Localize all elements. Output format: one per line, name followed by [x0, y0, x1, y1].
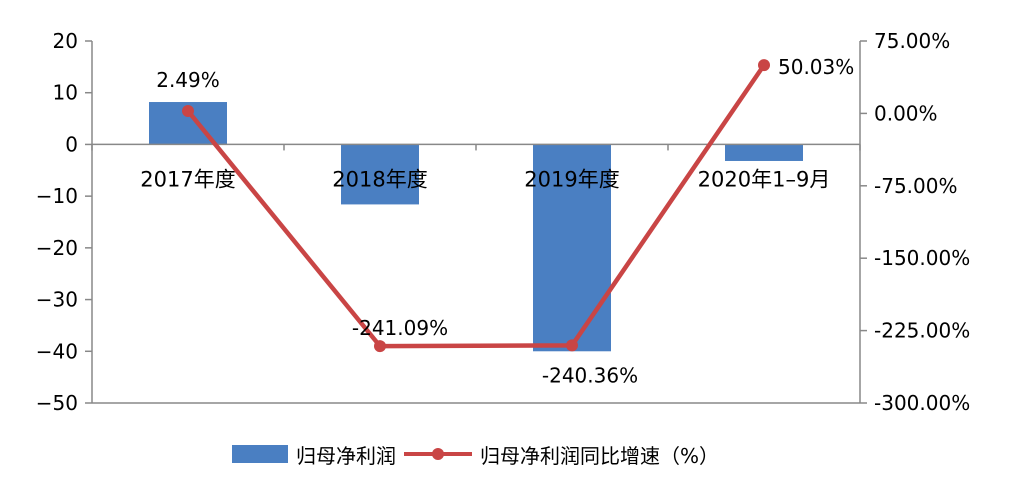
left-tick-label: −50 [36, 391, 78, 415]
line-data-labels: 2.49% -241.09% -240.36% 50.03% [156, 55, 854, 387]
growth-line [186, 63, 766, 349]
left-tick-label: −30 [36, 288, 78, 312]
category-label: 2017年度 [140, 167, 235, 191]
left-axis-ticks: 20 10 0 −10 −20 −30 −40 −50 [36, 29, 92, 415]
right-tick-label: -300.00% [874, 391, 970, 415]
category-label: 2020年1–9月 [698, 167, 831, 191]
line-data-label: -240.36% [542, 363, 638, 387]
bar [725, 144, 803, 161]
line-point [566, 339, 578, 352]
right-tick-label: -225.00% [874, 319, 970, 343]
right-tick-label: 75.00% [874, 29, 950, 53]
bar-series [149, 102, 803, 352]
left-tick-label: 10 [53, 81, 78, 105]
left-tick-label: 20 [53, 29, 78, 53]
right-axis-ticks: 75.00% 0.00% -75.00% -150.00% -225.00% -300.0… [860, 29, 970, 415]
line-series [182, 59, 770, 353]
left-tick-label: −40 [36, 339, 78, 363]
left-tick-label: −20 [36, 236, 78, 260]
line-data-label: -241.09% [352, 316, 448, 340]
bar [533, 144, 611, 352]
category-labels: 2017年度 2018年度 2019年度 2020年1–9月 [140, 167, 830, 191]
legend-line-swatch [404, 444, 472, 464]
category-axis-ticks [91, 144, 861, 151]
line-data-label: 50.03% [778, 55, 854, 79]
combo-chart: 20 10 0 −10 −20 −30 −40 −50 75.00% 0.00% -75.00% -… [36, 29, 970, 415]
legend-bar-swatch [232, 445, 288, 463]
right-tick-label: -150.00% [874, 246, 970, 270]
line-point [182, 104, 194, 117]
bar [341, 144, 419, 205]
legend-line-label: 归母净利润同比增速（%） [480, 443, 720, 468]
line-point [374, 340, 386, 353]
line-data-label: 2.49% [156, 68, 220, 92]
category-label: 2018年度 [332, 167, 427, 191]
legend: 归母净利润 归母净利润同比增速（%） [232, 440, 719, 468]
left-tick-label: 0 [65, 132, 78, 156]
right-tick-label: -75.00% [874, 174, 957, 198]
category-label: 2019年度 [524, 167, 619, 191]
legend-bar-label: 归母净利润 [296, 443, 396, 468]
right-tick-label: 0.00% [874, 101, 938, 125]
left-tick-label: −10 [36, 184, 78, 208]
line-point [758, 59, 770, 72]
